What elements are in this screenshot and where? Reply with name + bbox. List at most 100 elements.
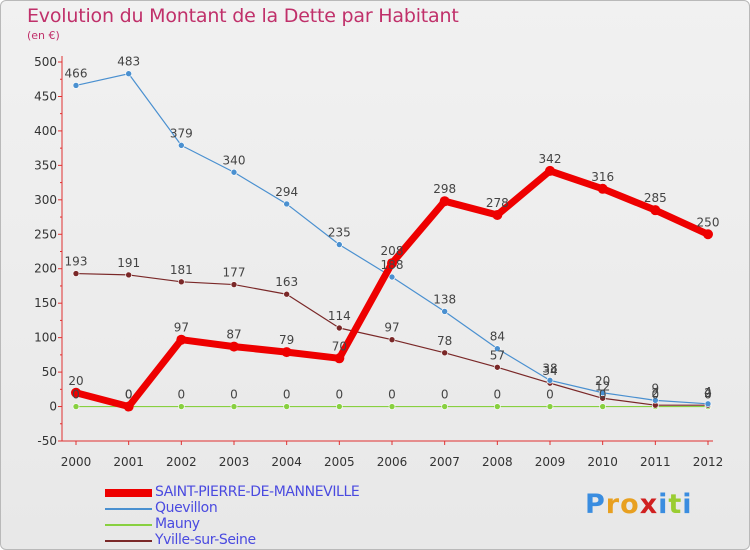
legend-swatch [105, 508, 152, 510]
y-tick-label: 0 [49, 400, 57, 414]
data-point [441, 308, 448, 315]
data-point [545, 165, 555, 176]
y-tick-label: 150 [34, 296, 57, 310]
data-label: 316 [591, 170, 614, 184]
data-point [388, 403, 396, 410]
logo-letter: t [668, 489, 683, 520]
data-label: 2 [652, 386, 660, 400]
data-point [388, 273, 396, 281]
data-label: 0 [125, 388, 133, 402]
data-point [652, 397, 659, 404]
data-point [281, 347, 292, 358]
data-label: 235 [328, 226, 351, 240]
data-label: 114 [328, 309, 351, 323]
data-label: 0 [441, 388, 449, 402]
data-label: 9 [652, 381, 660, 395]
x-tick-label: 2010 [587, 455, 618, 469]
data-point [125, 271, 132, 279]
data-label: 4 [704, 385, 712, 399]
data-label: 0 [388, 388, 396, 402]
data-label: 0 [336, 388, 344, 402]
legend-label: Mauny [155, 516, 200, 532]
data-point [494, 345, 501, 352]
x-tick-label: 2007 [429, 455, 460, 469]
data-label: 138 [433, 292, 456, 306]
data-label: 0 [72, 388, 80, 402]
x-tick-label: 2002 [166, 455, 197, 469]
data-label: 208 [381, 244, 404, 258]
data-label: 294 [275, 185, 298, 199]
data-label: 97 [174, 321, 189, 335]
chart-subtitle: (en €) [27, 29, 60, 42]
data-label: 163 [275, 275, 298, 289]
data-point [388, 336, 396, 344]
data-label: 2 [704, 386, 712, 400]
x-tick-label: 2012 [693, 455, 724, 469]
data-point [336, 403, 343, 410]
legend-swatch [105, 524, 152, 526]
data-label: 78 [437, 334, 452, 348]
data-point [599, 403, 606, 410]
data-point [72, 403, 80, 410]
data-label: 188 [381, 258, 404, 272]
x-tick-label: 2000 [61, 455, 92, 469]
data-label: 177 [223, 266, 246, 280]
data-label: 0 [546, 388, 554, 402]
data-label: 193 [65, 255, 88, 269]
data-point [546, 403, 554, 410]
data-point [599, 389, 606, 397]
x-tick-label: 2004 [271, 455, 302, 469]
y-tick-label: 200 [34, 262, 57, 276]
y-tick-label: 350 [34, 158, 57, 172]
data-point [439, 196, 450, 207]
data-label: 0 [178, 388, 186, 402]
data-point [441, 349, 448, 357]
logo-letter: x [639, 489, 659, 520]
y-tick-label: 50 [42, 365, 57, 379]
data-label: 70 [332, 339, 347, 353]
x-tick-label: 2008 [482, 455, 513, 469]
data-label: 379 [170, 126, 193, 140]
data-point [178, 142, 185, 149]
data-point [334, 353, 345, 364]
data-point [176, 334, 187, 345]
data-label: 0 [230, 388, 238, 402]
x-tick-label: 2006 [377, 455, 408, 469]
data-point [650, 205, 661, 216]
logo-letter: i [658, 489, 669, 520]
x-tick-label: 2011 [640, 455, 671, 469]
proxiti-logo: Proxiti [585, 489, 693, 520]
data-label: 298 [433, 182, 456, 196]
data-label: 250 [697, 215, 720, 229]
data-point [336, 324, 343, 332]
series-line-0 [72, 167, 712, 411]
data-label: 0 [599, 388, 607, 402]
chart-title: Evolution du Montant de la Dette par Hab… [27, 5, 459, 27]
y-tick-label: 450 [34, 89, 57, 103]
data-point [71, 387, 81, 398]
data-point [230, 168, 238, 176]
data-point [597, 183, 608, 194]
data-label: 0 [125, 388, 133, 402]
data-label: 0 [494, 388, 502, 402]
data-label: 285 [644, 191, 667, 205]
data-point [72, 82, 80, 89]
y-tick-label: 250 [34, 227, 57, 241]
legend-swatch [105, 540, 152, 542]
data-point [123, 401, 134, 412]
data-point [336, 241, 343, 248]
x-tick-label: 2009 [535, 455, 566, 469]
data-point [387, 258, 397, 269]
data-point [492, 209, 503, 220]
data-label: 0 [652, 388, 660, 402]
data-point [546, 377, 554, 384]
data-point [441, 403, 448, 410]
legend-label: Yville-sur-Seine [155, 532, 256, 548]
data-label: 483 [117, 55, 140, 69]
x-tick-label: 2003 [219, 455, 250, 469]
data-point [494, 363, 501, 371]
data-label: 191 [117, 256, 140, 270]
y-tick-label: 500 [34, 55, 57, 69]
data-point [283, 200, 290, 208]
